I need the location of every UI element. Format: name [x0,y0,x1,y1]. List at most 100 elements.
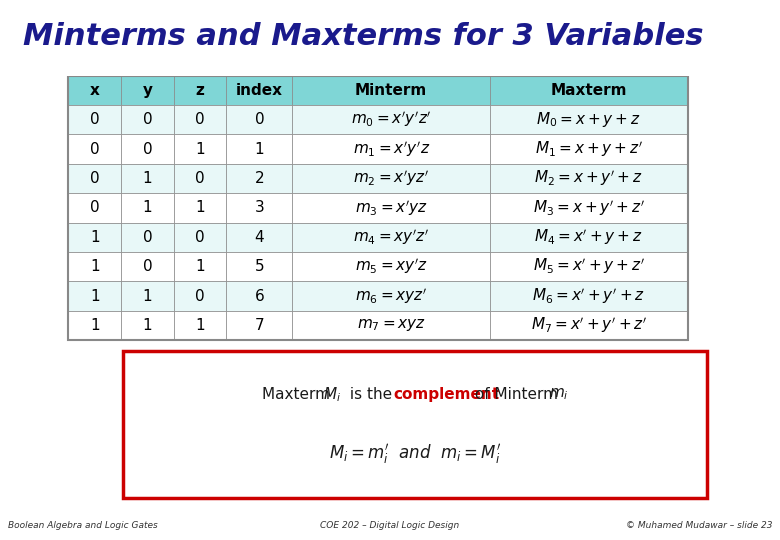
FancyBboxPatch shape [174,76,226,105]
Text: $M_3 = x + y' + z'$: $M_3 = x + y' + z'$ [533,198,645,218]
Text: 1: 1 [195,318,205,333]
Text: is the: is the [346,387,397,402]
FancyBboxPatch shape [121,164,174,193]
FancyBboxPatch shape [69,222,121,252]
Text: $m_i$: $m_i$ [549,387,569,402]
Text: 6: 6 [254,288,264,303]
FancyBboxPatch shape [69,134,121,164]
Text: 1: 1 [90,230,100,245]
FancyBboxPatch shape [174,222,226,252]
Text: $m_3 = x'yz$: $m_3 = x'yz$ [355,198,428,218]
FancyBboxPatch shape [226,252,292,281]
Text: $M_4 = x' + y + z$: $M_4 = x' + y + z$ [534,227,644,247]
Text: $M_6 = x' + y' + z$: $M_6 = x' + y' + z$ [532,286,646,306]
FancyBboxPatch shape [121,76,174,105]
FancyBboxPatch shape [490,310,688,340]
FancyBboxPatch shape [226,134,292,164]
Text: $m_5 = xy'z$: $m_5 = xy'z$ [355,257,428,276]
Text: 1: 1 [195,141,205,157]
FancyBboxPatch shape [174,193,226,222]
FancyBboxPatch shape [292,164,490,193]
FancyBboxPatch shape [174,164,226,193]
Text: 1: 1 [195,259,205,274]
FancyBboxPatch shape [121,281,174,310]
FancyBboxPatch shape [226,105,292,134]
Text: Minterm: Minterm [355,83,427,98]
Text: of Minterm: of Minterm [470,387,563,402]
FancyBboxPatch shape [292,281,490,310]
Text: $m_1 = x'y'z$: $m_1 = x'y'z$ [353,139,430,159]
Text: 0: 0 [90,141,100,157]
Text: 0: 0 [254,112,264,127]
Text: $M_i$: $M_i$ [324,385,342,404]
Text: $M_1 = x + y + z'$: $M_1 = x + y + z'$ [535,139,643,159]
Text: 0: 0 [90,200,100,215]
Text: 0: 0 [195,288,205,303]
Text: $M_2 = x + y' + z$: $M_2 = x + y' + z$ [534,168,644,188]
Text: 4: 4 [254,230,264,245]
FancyBboxPatch shape [226,76,292,105]
Text: $m_2 = x'yz'$: $m_2 = x'yz'$ [353,168,430,188]
FancyBboxPatch shape [226,164,292,193]
Text: 5: 5 [254,259,264,274]
Text: 1: 1 [90,259,100,274]
FancyBboxPatch shape [292,310,490,340]
Text: Minterms and Maxterms for 3 Variables: Minterms and Maxterms for 3 Variables [23,22,704,51]
Text: $m_4 = xy'z'$: $m_4 = xy'z'$ [353,227,430,247]
Text: Boolean Algebra and Logic Gates: Boolean Algebra and Logic Gates [8,521,158,530]
FancyBboxPatch shape [490,222,688,252]
FancyBboxPatch shape [121,252,174,281]
Text: 1: 1 [143,171,152,186]
FancyBboxPatch shape [226,310,292,340]
Text: z: z [196,83,204,98]
Text: 0: 0 [143,141,152,157]
Bar [69,76,688,340]
Text: $M_i = m_i'$  and  $m_i = M_i'$: $M_i = m_i'$ and $m_i = M_i'$ [328,442,502,466]
FancyBboxPatch shape [292,134,490,164]
FancyBboxPatch shape [292,105,490,134]
FancyBboxPatch shape [69,76,121,105]
Text: 0: 0 [143,112,152,127]
Text: 3: 3 [254,200,264,215]
FancyBboxPatch shape [490,134,688,164]
FancyBboxPatch shape [174,134,226,164]
FancyBboxPatch shape [292,222,490,252]
Text: index: index [236,83,283,98]
Text: 7: 7 [254,318,264,333]
Text: Maxterm: Maxterm [551,83,627,98]
FancyBboxPatch shape [174,281,226,310]
FancyBboxPatch shape [490,164,688,193]
Text: $m_7 = xyz$: $m_7 = xyz$ [356,318,426,333]
Text: © Muhamed Mudawar – slide 23: © Muhamed Mudawar – slide 23 [626,521,772,530]
FancyBboxPatch shape [292,76,490,105]
Text: $M_0 = x + y + z$: $M_0 = x + y + z$ [537,110,641,129]
Text: COE 202 – Digital Logic Design: COE 202 – Digital Logic Design [321,521,459,530]
FancyBboxPatch shape [490,281,688,310]
FancyBboxPatch shape [490,252,688,281]
Text: 1: 1 [254,141,264,157]
FancyBboxPatch shape [121,193,174,222]
Text: $m_0 = x'y'z'$: $m_0 = x'y'z'$ [351,110,431,130]
FancyBboxPatch shape [121,105,174,134]
Text: 1: 1 [90,288,100,303]
FancyBboxPatch shape [226,281,292,310]
Text: 2: 2 [254,171,264,186]
FancyBboxPatch shape [69,164,121,193]
Text: 0: 0 [195,171,205,186]
FancyBboxPatch shape [174,252,226,281]
FancyBboxPatch shape [490,105,688,134]
FancyBboxPatch shape [490,193,688,222]
Text: 0: 0 [195,112,205,127]
Text: 1: 1 [143,288,152,303]
FancyBboxPatch shape [121,310,174,340]
Text: Maxterm: Maxterm [261,387,335,402]
Text: 0: 0 [143,259,152,274]
FancyBboxPatch shape [292,252,490,281]
Text: y: y [143,83,152,98]
FancyBboxPatch shape [174,310,226,340]
Text: 0: 0 [90,112,100,127]
Text: 1: 1 [195,200,205,215]
FancyBboxPatch shape [123,351,707,498]
FancyBboxPatch shape [226,193,292,222]
FancyBboxPatch shape [69,105,121,134]
